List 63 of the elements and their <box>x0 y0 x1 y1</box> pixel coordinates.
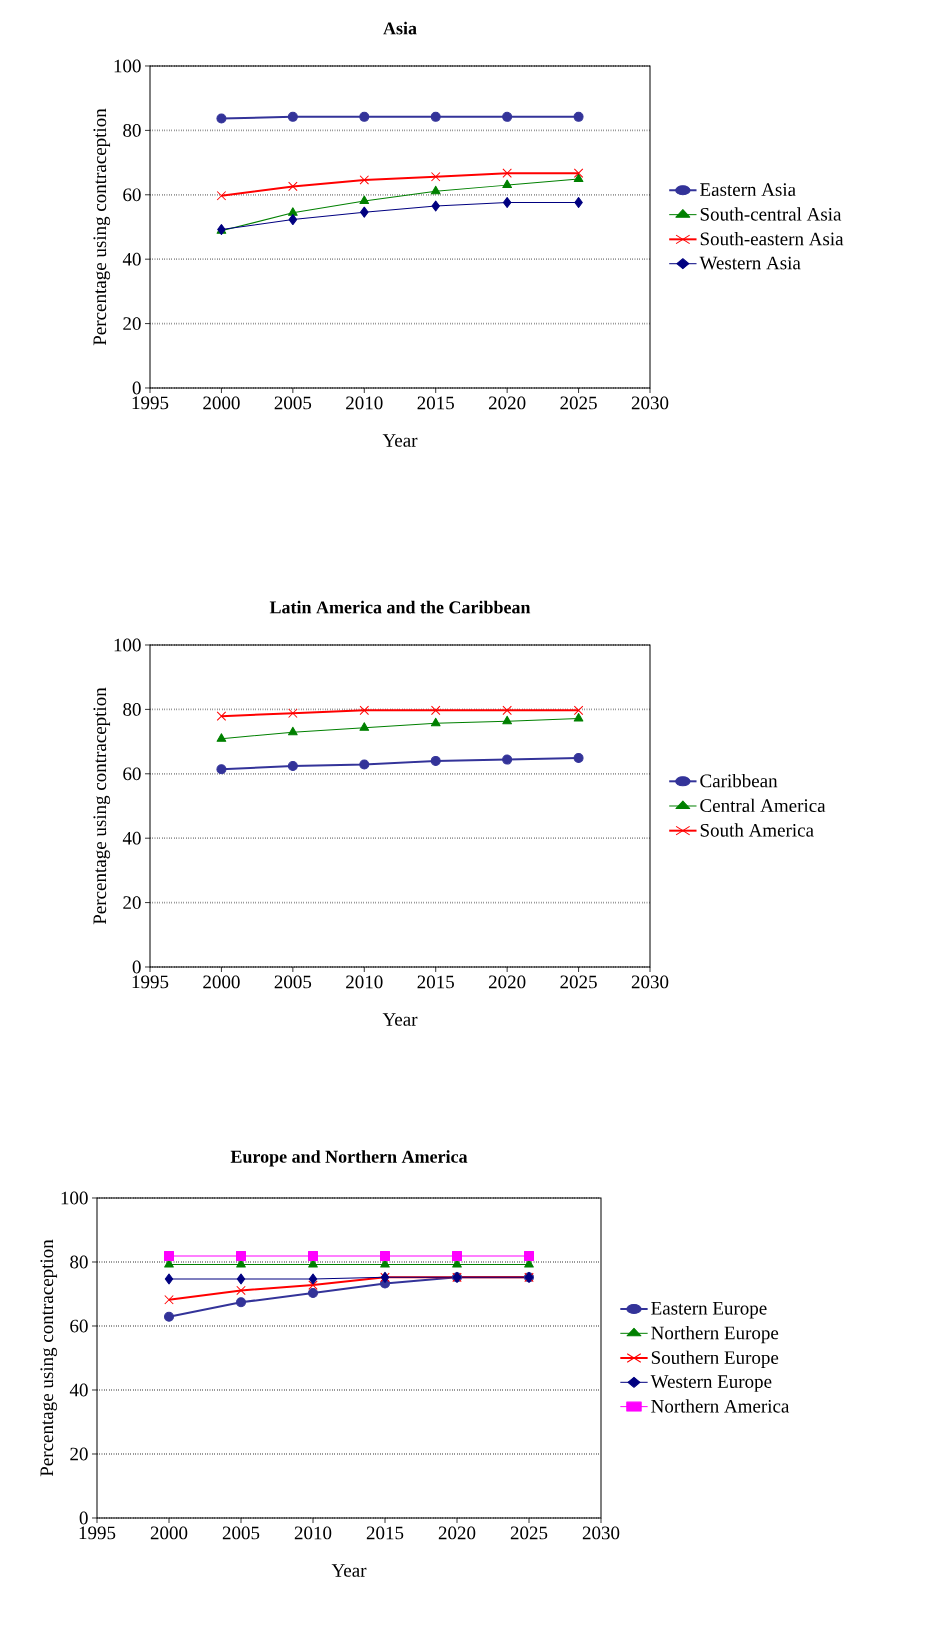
x-tick-label: 2020 <box>438 1526 476 1540</box>
x-tick-label: 2000 <box>203 396 240 410</box>
y-tick-label: 0 <box>132 960 141 974</box>
legend-label: Western Europe <box>650 1375 772 1392</box>
x-tick-label: 2010 <box>294 1526 332 1540</box>
x-tick-label: 1995 <box>132 396 169 410</box>
x-tick-label: 2015 <box>366 1526 404 1540</box>
y-axis-title: Percentage using contraception <box>93 108 111 346</box>
y-tick-label: 60 <box>70 1319 88 1333</box>
x-axis-title: Year <box>382 1013 418 1026</box>
legend-label: South-central Asia <box>700 207 842 221</box>
x-tick-label: 2025 <box>560 396 597 410</box>
legend-label: Eastern Asia <box>700 183 796 196</box>
legend-label: Western Asia <box>699 256 801 270</box>
x-tick-label: 2000 <box>203 975 240 989</box>
x-tick-label: 2005 <box>222 1526 260 1540</box>
legend-label: Northern Europe <box>651 1325 779 1344</box>
x-tick-label: 2005 <box>274 975 312 989</box>
x-tick-label: 1995 <box>79 1526 116 1540</box>
y-tick-label: 60 <box>123 188 141 202</box>
legend-label: Northern America <box>651 1399 790 1413</box>
x-tick-label: 2015 <box>417 975 454 989</box>
x-tick-label: 2025 <box>560 975 597 989</box>
x-tick-label: 2015 <box>417 396 454 410</box>
y-axis-title: Percentage using contraception <box>40 1239 58 1477</box>
x-tick-label: 2010 <box>346 396 383 410</box>
y-tick-label: 60 <box>123 767 141 781</box>
x-tick-label: 2020 <box>488 975 526 989</box>
x-tick-label: 2005 <box>274 396 312 410</box>
x-tick-label: 2030 <box>631 396 669 410</box>
x-axis-title: Year <box>382 434 418 447</box>
x-tick-label: 2000 <box>150 1526 188 1540</box>
legend-label: South-eastern Asia <box>700 231 844 246</box>
x-tick-label: 1995 <box>132 975 169 989</box>
x-tick-label: 2030 <box>631 975 669 989</box>
y-tick-label: 100 <box>114 59 141 73</box>
y-tick-label: 80 <box>70 1255 88 1269</box>
x-tick-label: 2025 <box>510 1526 548 1540</box>
legend-label: Southern Europe <box>651 1350 779 1368</box>
y-tick-label: 100 <box>114 638 141 652</box>
y-tick-label: 80 <box>123 702 141 716</box>
y-tick-label: 40 <box>122 252 141 266</box>
x-tick-label: 2010 <box>346 975 383 989</box>
y-tick-label: 100 <box>61 1191 88 1205</box>
y-tick-label: 20 <box>70 1447 88 1461</box>
y-tick-label: 0 <box>132 381 141 395</box>
y-tick-label: 0 <box>79 1511 88 1525</box>
y-tick-label: 80 <box>123 123 141 137</box>
chart-title: Europe and Northern America <box>230 1150 468 1167</box>
chart-title: Latin America and the Caribbean <box>269 600 531 614</box>
x-tick-label: 2030 <box>582 1526 620 1540</box>
x-tick-label: 2020 <box>488 396 526 410</box>
y-axis-title: Percentage using contraception <box>93 687 111 925</box>
legend-label: Caribbean <box>700 773 778 788</box>
legend-label: South America <box>700 823 814 837</box>
legend-label: Central America <box>700 798 826 813</box>
y-tick-label: 40 <box>122 831 141 845</box>
chart-title: Asia <box>383 21 417 35</box>
legend-label: Eastern Europe <box>651 1302 767 1319</box>
y-tick-label: 20 <box>123 317 141 330</box>
y-tick-label: 40 <box>69 1383 88 1397</box>
x-axis-title: Year <box>331 1564 367 1577</box>
y-tick-label: 20 <box>123 896 141 909</box>
